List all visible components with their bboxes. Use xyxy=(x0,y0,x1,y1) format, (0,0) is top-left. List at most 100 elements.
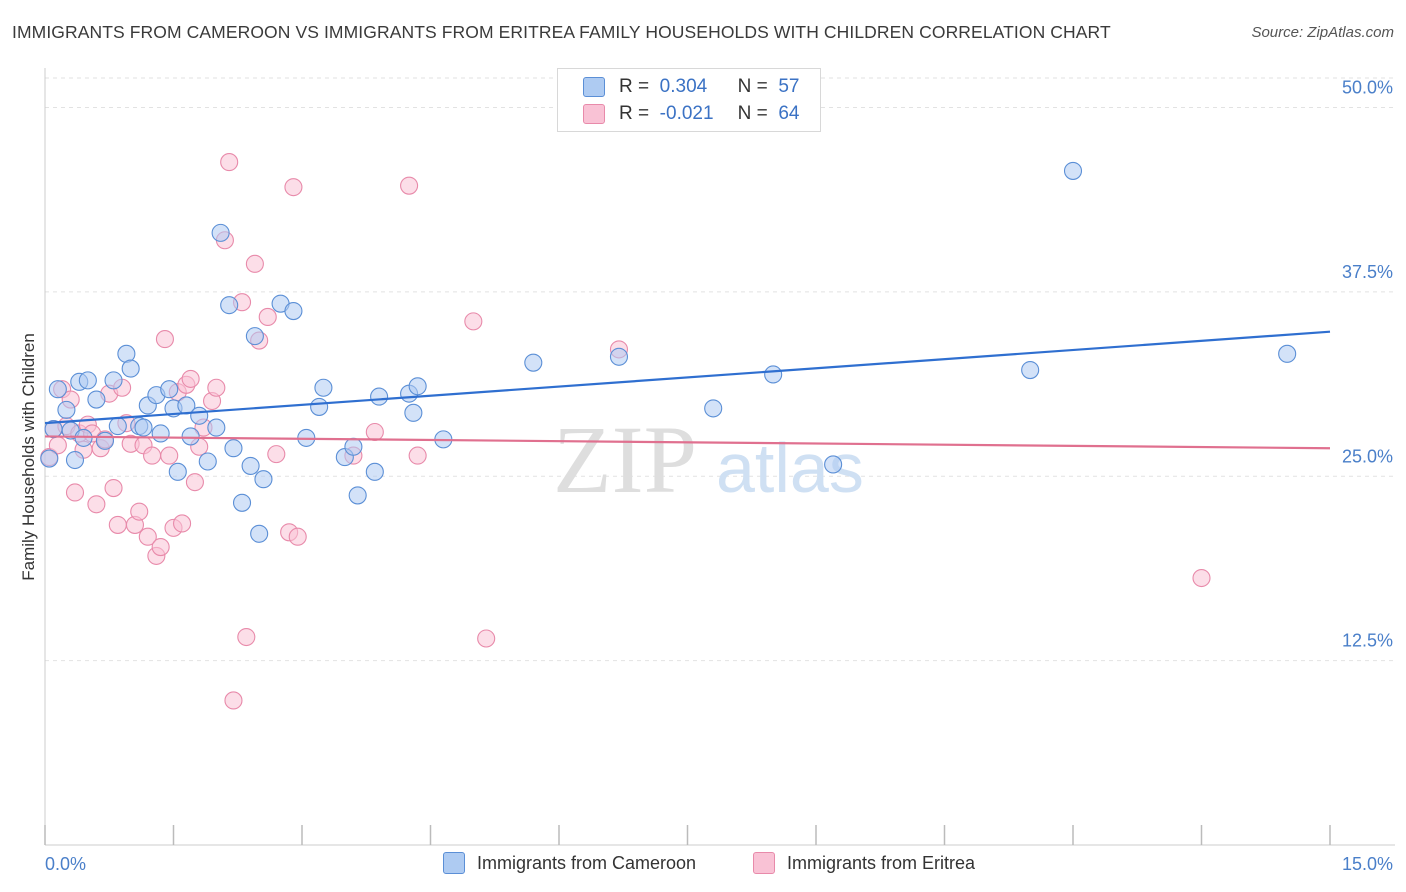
cameroon-point xyxy=(160,380,179,399)
n-value: 64 xyxy=(778,103,800,124)
eritrea-point xyxy=(155,330,174,349)
cameroon-point xyxy=(1278,344,1297,363)
eritrea-point xyxy=(284,178,303,197)
cameroon-point xyxy=(704,399,723,418)
axes xyxy=(44,68,1395,846)
cameroon-point xyxy=(104,371,123,390)
cameroon-point xyxy=(207,418,226,437)
grid-lines xyxy=(45,77,1395,662)
cameroon-point xyxy=(65,450,85,470)
cameroon-point xyxy=(404,403,423,422)
cameroon-point xyxy=(40,449,59,468)
cameroon-point xyxy=(108,417,127,436)
x-tick-label: 15.0% xyxy=(1342,854,1393,874)
legend-row-cameroon: R = 0.304 N = 57 xyxy=(558,74,799,100)
eritrea-point xyxy=(258,307,277,327)
cameroon-point xyxy=(310,397,329,416)
tick-labels: 12.5% 25.0% 37.5% 50.0% 0.0% 15.0% xyxy=(45,78,1393,875)
y-tick-label: 25.0% xyxy=(1342,446,1393,466)
x-tick-label: 0.0% xyxy=(45,854,86,874)
legend-item-eritrea: Immigrants from Eritrea xyxy=(753,852,975,874)
eritrea-point xyxy=(160,446,179,465)
eritrea-point xyxy=(108,515,127,534)
n-label: N = xyxy=(737,76,768,97)
cameroon-trend-line xyxy=(44,330,1331,425)
legend-item-cameroon: Immigrants from Cameroon xyxy=(443,852,696,874)
cameroon-point xyxy=(224,439,243,458)
legend-row-eritrea: R = -0.021 N = 64 xyxy=(558,101,799,127)
eritrea-point xyxy=(65,483,85,502)
cameroon-point xyxy=(824,455,843,474)
eritrea-point xyxy=(130,502,149,521)
cameroon-point xyxy=(95,431,115,450)
cameroon-swatch xyxy=(583,77,605,97)
cameroon-point xyxy=(408,377,427,396)
eritrea-point xyxy=(400,176,419,195)
eritrea-point xyxy=(408,446,427,465)
r-label: R = xyxy=(619,76,650,97)
cameroon-point xyxy=(48,380,67,399)
eritrea-point xyxy=(220,153,239,172)
y-tick-label: 12.5% xyxy=(1342,631,1393,651)
cameroon-point xyxy=(78,371,97,390)
eritrea-point xyxy=(87,495,106,514)
eritrea-point xyxy=(245,254,264,273)
cameroon-point xyxy=(764,365,783,384)
eritrea-point xyxy=(185,473,204,492)
eritrea-point xyxy=(207,378,226,397)
eritrea-point xyxy=(1192,568,1211,588)
cameroon-point xyxy=(168,462,187,481)
r-value: -0.021 xyxy=(659,103,714,124)
n-value: 57 xyxy=(778,76,800,97)
eritrea-point xyxy=(288,527,307,546)
cameroon-point xyxy=(151,424,170,443)
cameroon-point xyxy=(245,327,264,346)
cameroon-point xyxy=(348,486,367,505)
chart-title: IMMIGRANTS FROM CAMEROON VS IMMIGRANTS F… xyxy=(12,22,1111,42)
cameroon-point xyxy=(284,301,303,321)
eritrea-legend-swatch xyxy=(753,852,775,874)
watermark: ZIP atlas xyxy=(553,406,864,513)
cameroon-point xyxy=(241,456,260,475)
cameroon-point xyxy=(87,390,106,409)
cameroon-point xyxy=(211,223,230,242)
cameroon-point xyxy=(1021,360,1040,380)
y-tick-label: 50.0% xyxy=(1342,78,1393,98)
correlation-legend: R = 0.304 N = 57 R = -0.021 N = 64 xyxy=(557,68,821,132)
cameroon-point xyxy=(1063,161,1083,180)
eritrea-point xyxy=(181,369,200,388)
eritrea-point xyxy=(143,446,162,465)
eritrea-point xyxy=(237,627,256,647)
eritrea-point xyxy=(104,478,123,498)
trend-lines xyxy=(44,330,1331,450)
eritrea-point xyxy=(464,312,483,331)
cameroon-point xyxy=(121,359,140,378)
cameroon-point xyxy=(344,437,363,456)
eritrea-point xyxy=(267,445,286,464)
watermark-zip: ZIP xyxy=(553,406,697,513)
cameroon-point xyxy=(220,296,239,315)
y-axis-label: Family Households with Children xyxy=(19,333,38,581)
eritrea-point xyxy=(151,537,170,557)
cameroon-point xyxy=(57,400,76,419)
cameroon-point xyxy=(190,406,209,425)
eritrea-swatch xyxy=(583,104,605,124)
series-legend: Immigrants from Cameroon Immigrants from… xyxy=(0,852,1406,878)
watermark-atlas: atlas xyxy=(716,429,864,507)
cameroon-point xyxy=(181,427,200,446)
cameroon-point xyxy=(314,378,333,397)
series-cameroon-points xyxy=(40,161,1297,543)
eritrea-point xyxy=(477,629,496,648)
eritrea-point xyxy=(138,527,157,546)
cameroon-legend-label: Immigrants from Cameroon xyxy=(477,852,697,873)
cameroon-legend-swatch xyxy=(443,852,465,874)
cameroon-point xyxy=(524,353,543,372)
cameroon-point xyxy=(232,493,252,512)
eritrea-point xyxy=(365,422,384,442)
y-tick-label: 37.5% xyxy=(1342,262,1393,282)
eritrea-legend-label: Immigrants from Eritrea xyxy=(787,852,976,873)
n-label: N = xyxy=(737,103,768,124)
eritrea-point xyxy=(224,691,243,710)
r-label: R = xyxy=(619,103,650,124)
